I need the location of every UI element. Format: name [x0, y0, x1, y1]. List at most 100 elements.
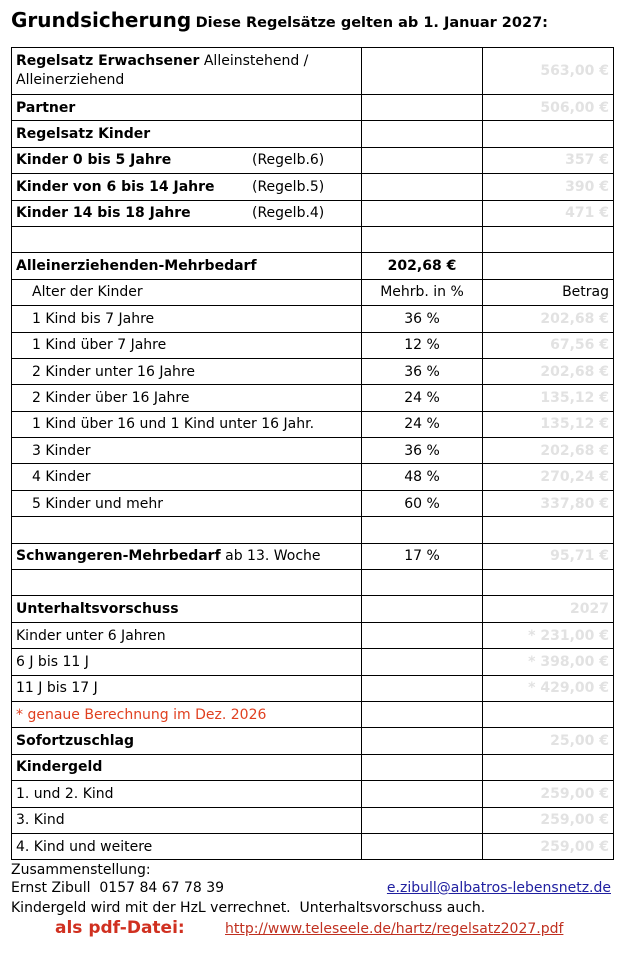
pdf-label: als pdf-Datei:	[55, 918, 185, 938]
label-text: ab 13. Woche	[225, 548, 321, 565]
table-row	[11, 516, 614, 544]
table-row: 5 Kinder und mehr 60 % 337,80 €	[11, 489, 614, 518]
rate-cell	[361, 674, 483, 702]
subtitle: Diese Regelsätze gelten ab 1. Januar 202…	[195, 15, 548, 31]
author: Ernst Zibull 0157 84 67 78 39	[11, 880, 225, 896]
email-link[interactable]: e.zibull@albatros-lebensnetz.de	[386, 880, 611, 896]
amount-cell: 471 €	[482, 199, 614, 227]
label-text: Alter der Kinder	[32, 284, 143, 301]
amount-cell: 202,68 €	[482, 437, 614, 465]
rate-cell: 36 %	[361, 305, 483, 333]
label-cell: 6 J bis 11 J	[11, 648, 362, 676]
label-text: Kinder unter 6 Jahren	[16, 627, 166, 644]
note: Kindergeld wird mit der HzL verrechnet. …	[11, 900, 486, 916]
table-row: Unterhaltsvorschuss 2027	[11, 595, 614, 623]
rate-cell: 24 %	[361, 384, 483, 412]
label-text: * genaue Berechnung im Dez. 2026	[16, 706, 267, 723]
amount-cell	[482, 753, 614, 782]
amount-cell: 135,12 €	[482, 410, 614, 439]
label-bold: Alleinerziehenden-Mehrbedarf	[16, 258, 257, 275]
rate-cell	[361, 199, 483, 227]
table-row: 2 Kinder über 16 Jahre 24 % 135,12 €	[11, 384, 614, 412]
label-bold: Kinder 14 bis 18 Jahre	[16, 205, 191, 222]
amount-cell: 67,56 €	[482, 331, 614, 359]
table-row: 1. und 2. Kind 259,00 €	[11, 780, 614, 808]
amount: 25,00 €	[550, 733, 609, 750]
amount-cell: Betrag	[482, 278, 614, 307]
label-cell: Sofortzuschlag	[11, 727, 362, 755]
table-row: Alter der Kinder Mehrb. in % Betrag	[11, 278, 614, 307]
table-row: * genaue Berechnung im Dez. 2026	[11, 700, 614, 729]
rate-cell: 12 %	[361, 331, 483, 359]
rate-cell: 24 %	[361, 410, 483, 439]
label-text: 2 Kinder über 16 Jahre	[32, 389, 190, 406]
title: Grundsicherung	[11, 8, 192, 32]
rate-cell: 36 %	[361, 437, 483, 465]
label-bold: Schwangeren-Mehrbedarf	[16, 548, 221, 565]
label-bold: Regelsatz Kinder	[16, 126, 151, 143]
rate-cell: 36 %	[361, 357, 483, 386]
label-text: 1 Kind über 7 Jahre	[32, 337, 167, 354]
amount-cell: * 398,00 €	[482, 648, 614, 676]
amount: 2027	[570, 601, 609, 618]
rate-cell	[361, 621, 483, 650]
table-row: Kinder 0 bis 5 Jahre (Regelb.6) 357 €	[11, 146, 614, 175]
amount-cell	[482, 700, 614, 729]
label-text: 4 Kinder	[32, 469, 91, 486]
pdf-link[interactable]: http://www.teleseele.de/hartz/regelsatz2…	[225, 921, 564, 937]
table-row: 1 Kind bis 7 Jahre 36 % 202,68 €	[11, 305, 614, 333]
table-row: Alleinerziehenden-Mehrbedarf 202,68 €	[11, 252, 614, 280]
rate: 12 %	[404, 337, 440, 354]
amount: 67,56 €	[550, 337, 609, 354]
rate: 36 %	[404, 363, 440, 380]
label-cell: 4. Kind und weitere	[11, 832, 362, 861]
amount: 202,68 €	[540, 310, 609, 327]
rate: 36 %	[404, 310, 440, 327]
rate-cell	[361, 727, 483, 755]
label-bold: Kinder 0 bis 5 Jahre	[16, 152, 172, 169]
label-cell	[11, 569, 362, 597]
label-cell: 5 Kinder und mehr	[11, 489, 362, 518]
label-text: 4. Kind und weitere	[16, 838, 153, 855]
label-bold: Regelsatz Erwachsener	[16, 53, 200, 69]
amount-cell: 259,00 €	[482, 780, 614, 808]
amount: 95,71 €	[550, 548, 609, 565]
amount: 357 €	[565, 152, 609, 169]
rate-cell: Mehrb. in %	[361, 278, 483, 307]
amount-cell: 270,24 €	[482, 463, 614, 491]
label-cell: Kinder unter 6 Jahren	[11, 621, 362, 650]
amount: 270,24 €	[540, 469, 609, 486]
label-text: 3. Kind	[16, 812, 65, 829]
table-row: Kinder 14 bis 18 Jahre (Regelb.4) 471 €	[11, 199, 614, 227]
rate-cell	[361, 225, 483, 254]
label-cell: Kinder von 6 bis 14 Jahre (Regelb.5)	[11, 173, 362, 201]
label-cell	[11, 516, 362, 544]
amount: 259,00 €	[540, 838, 609, 855]
table-row: 4 Kinder 48 % 270,24 €	[11, 463, 614, 491]
label-tag: (Regelb.4)	[252, 205, 325, 222]
label-text: 5 Kinder und mehr	[32, 495, 163, 512]
label-text: 3 Kinder	[32, 442, 91, 459]
table-row: Regelsatz Kinder	[11, 120, 614, 148]
amount: * 398,00 €	[528, 653, 609, 670]
label-text: 1 Kind bis 7 Jahre	[32, 310, 155, 327]
rate: 24 %	[404, 416, 440, 433]
rate: 48 %	[404, 469, 440, 486]
amount-cell	[482, 569, 614, 597]
header: Grundsicherung Diese Regelsätze gelten a…	[11, 8, 548, 32]
rate-cell	[361, 595, 483, 623]
label-cell: 3. Kind	[11, 806, 362, 834]
amount-cell: * 429,00 €	[482, 674, 614, 702]
label-cell: Regelsatz Kinder	[11, 120, 362, 148]
rate-cell	[361, 832, 483, 861]
label-bold: Sofortzuschlag	[16, 733, 134, 750]
label-cell: 1. und 2. Kind	[11, 780, 362, 808]
rate-cell: 202,68 €	[361, 252, 483, 280]
amount: 471 €	[565, 205, 609, 222]
label-text: 6 J bis 11 J	[16, 653, 89, 670]
amount: 506,00 €	[540, 99, 609, 116]
label-cell: Partner	[11, 93, 362, 122]
label-cell: Kinder 14 bis 18 Jahre (Regelb.4)	[11, 199, 362, 227]
amount-cell: 506,00 €	[482, 93, 614, 122]
